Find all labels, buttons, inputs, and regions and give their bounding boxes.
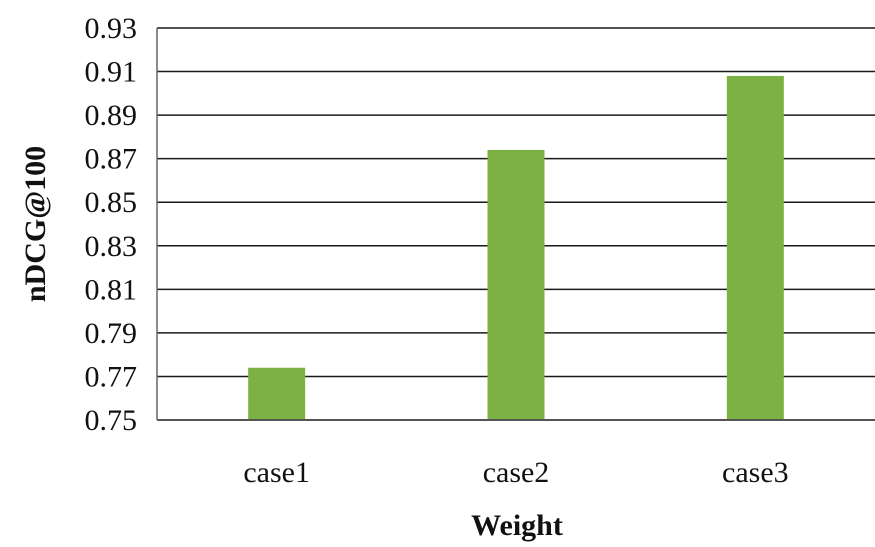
bar-case1 xyxy=(248,367,306,420)
bars xyxy=(248,75,784,421)
y-tick-label: 0.79 xyxy=(85,317,138,350)
y-tick-label: 0.81 xyxy=(85,273,138,306)
x-axis-title: Weight xyxy=(471,509,563,542)
y-tick-label: 0.87 xyxy=(85,143,138,176)
x-tick-label-case2: case2 xyxy=(483,456,550,489)
x-tick-labels: case1 case2 case3 xyxy=(243,456,788,489)
y-tick-label: 0.91 xyxy=(85,56,138,89)
y-tick-label: 0.93 xyxy=(85,12,138,45)
y-axis-title: nDCG@100 xyxy=(19,146,52,302)
bar-case3 xyxy=(726,75,784,421)
bar-case2 xyxy=(487,149,545,420)
y-tick-label: 0.75 xyxy=(85,404,138,437)
x-tick-label-case1: case1 xyxy=(243,456,310,489)
y-tick-label: 0.77 xyxy=(85,360,138,393)
y-tick-label: 0.89 xyxy=(85,99,138,132)
x-tick-label-case3: case3 xyxy=(722,456,789,489)
y-tick-labels: 0.75 0.77 0.79 0.81 0.83 0.85 0.87 0.89 0.91 0.93 xyxy=(85,12,138,437)
y-tick-label: 0.83 xyxy=(85,230,138,263)
y-tick-label: 0.85 xyxy=(85,186,138,219)
